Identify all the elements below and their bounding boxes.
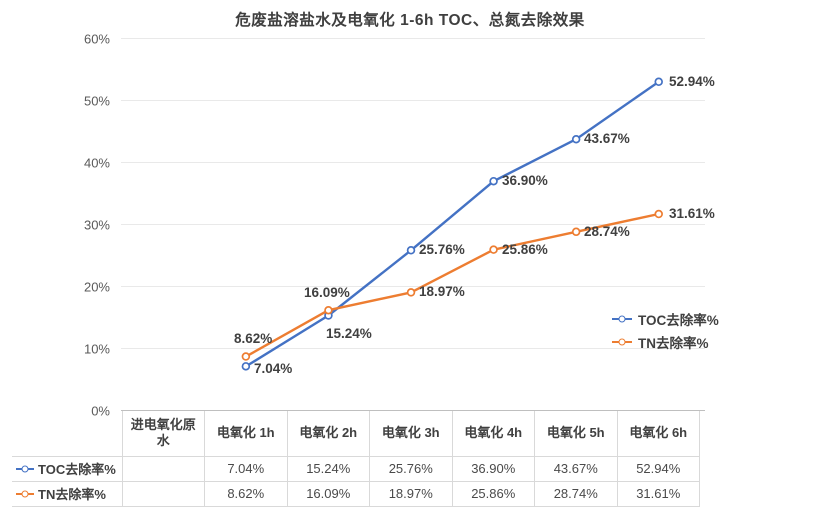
y-tick-label: 60%	[83, 31, 110, 47]
data-point-marker	[654, 209, 663, 219]
legend-key-dot-icon	[618, 338, 626, 345]
table-row: TN去除率% 8.62% 16.09% 18.97% 25.86% 28.74% 31.61…	[12, 480, 700, 507]
series-name-label: TN去除率%	[38, 487, 106, 502]
series-name-label: TOC去除率%	[38, 462, 116, 477]
data-point-marker	[324, 305, 333, 315]
legend-key-marker-icon	[16, 490, 34, 497]
data-point-marker	[324, 311, 333, 320]
h-gridline	[121, 162, 705, 163]
data-point-marker	[489, 176, 498, 186]
table-column-header: 电氧化 2h	[286, 411, 370, 457]
y-tick-label: 10%	[83, 341, 110, 357]
y-tick-label: 50%	[83, 93, 110, 109]
data-label: 25.86%	[502, 242, 548, 257]
table-value-cell	[121, 455, 205, 482]
table-column-header: 电氧化 5h	[534, 411, 618, 457]
data-label: 16.09%	[304, 285, 350, 300]
table-value-cell: 28.74%	[534, 480, 618, 507]
table-value-cell: 43.67%	[534, 455, 618, 482]
legend-key-marker-icon	[16, 465, 34, 472]
table-value-cell: 15.24%	[286, 455, 370, 482]
table-value-cell	[121, 480, 205, 507]
data-label: 36.90%	[502, 173, 548, 188]
legend-key-dot-icon	[618, 315, 626, 322]
table-value-cell: 25.76%	[369, 455, 453, 482]
data-label: 43.67%	[584, 131, 630, 146]
h-gridline	[121, 38, 705, 39]
y-tick-label: 40%	[83, 155, 110, 171]
data-point-marker	[654, 77, 663, 87]
data-table: 进电氧化原水 电氧化 1h 电氧化 2h 电氧化 3h 电氧化 4h 电氧化 5h 电氧化 …	[12, 411, 700, 507]
table-column-header: 电氧化 6h	[616, 411, 700, 457]
table-column-header: 电氧化 1h	[204, 411, 288, 457]
data-label: 7.04%	[254, 361, 293, 376]
data-point-marker	[241, 362, 251, 371]
table-value-cell: 8.62%	[204, 480, 288, 507]
table-value-cell: 7.04%	[204, 455, 288, 482]
table-header-row: 进电氧化原水 电氧化 1h 电氧化 2h 电氧化 3h 电氧化 4h 电氧化 5h 电氧化 …	[12, 411, 700, 457]
data-label: 25.76%	[419, 242, 465, 257]
table-value-cell: 31.61%	[616, 480, 700, 507]
data-label: 31.61%	[669, 206, 715, 221]
data-point-marker	[241, 352, 251, 361]
data-label: 18.97%	[419, 284, 465, 299]
table-column-header: 电氧化 3h	[369, 411, 453, 457]
data-point-marker	[489, 245, 498, 254]
legend-key-marker-icon	[612, 338, 632, 345]
data-point-marker	[406, 246, 416, 255]
legend-item: TOC去除率%	[612, 307, 719, 330]
data-label: 28.74%	[584, 224, 630, 239]
row-label-with-key: TOC去除率%	[16, 459, 120, 478]
table-row: TOC去除率% 7.04% 15.24% 25.76% 36.90% 43.67% 52.9…	[12, 455, 700, 482]
h-gridline	[121, 286, 705, 287]
table-row-header: TOC去除率%	[12, 455, 123, 482]
table-value-cell: 25.86%	[451, 480, 535, 507]
data-point-marker	[406, 288, 416, 297]
legend-key-dot-icon	[21, 465, 29, 472]
data-label: 15.24%	[326, 326, 372, 341]
legend-item-label: TN去除率%	[638, 335, 709, 351]
legend-item: TN去除率%	[612, 330, 719, 353]
y-tick-label: 20%	[83, 279, 110, 295]
x-axis-line	[121, 410, 705, 411]
table-value-cell: 16.09%	[286, 480, 370, 507]
table-row-header: TN去除率%	[12, 480, 123, 507]
legend-key-dot-icon	[21, 490, 29, 497]
data-point-marker	[571, 134, 581, 144]
legend-item-label: TOC去除率%	[638, 312, 719, 328]
table-value-cell: 36.90%	[451, 455, 535, 482]
data-label: 8.62%	[234, 331, 273, 346]
table-column-header: 进电氧化原水	[121, 411, 205, 457]
table-column-header: 电氧化 4h	[451, 411, 535, 457]
chart-title: 危废盐溶盐水及电氧化 1-6h TOC、总氮去除效果	[235, 12, 585, 29]
h-gridline	[121, 100, 705, 101]
table-value-cell: 52.94%	[616, 455, 700, 482]
y-tick-label: 30%	[83, 217, 110, 233]
data-point-marker	[571, 227, 581, 237]
legend-key-marker-icon	[612, 315, 632, 322]
table-corner-cell	[12, 411, 123, 457]
data-label: 52.94%	[669, 74, 715, 89]
row-label-with-key: TN去除率%	[16, 484, 120, 503]
legend: TOC去除率% TN去除率%	[612, 307, 719, 353]
table-value-cell: 18.97%	[369, 480, 453, 507]
